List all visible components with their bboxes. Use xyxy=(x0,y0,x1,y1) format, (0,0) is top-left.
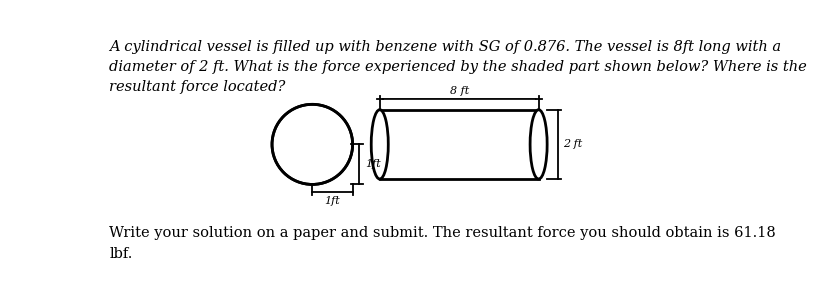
Text: Write your solution on a paper and submit. The resultant force you should obtain: Write your solution on a paper and submi… xyxy=(110,226,775,260)
Ellipse shape xyxy=(371,110,388,179)
Text: 1ft: 1ft xyxy=(364,159,380,169)
Circle shape xyxy=(272,104,352,185)
Text: A cylindrical vessel is filled up with benzene with SG of 0.876. The vessel is 8: A cylindrical vessel is filled up with b… xyxy=(110,40,806,94)
Bar xyxy=(380,110,538,179)
Text: 8 ft: 8 ft xyxy=(449,86,468,96)
Text: 1ft: 1ft xyxy=(324,196,340,206)
Polygon shape xyxy=(312,144,352,185)
Polygon shape xyxy=(371,144,388,179)
Text: 2 ft: 2 ft xyxy=(562,139,581,150)
Ellipse shape xyxy=(529,110,547,179)
